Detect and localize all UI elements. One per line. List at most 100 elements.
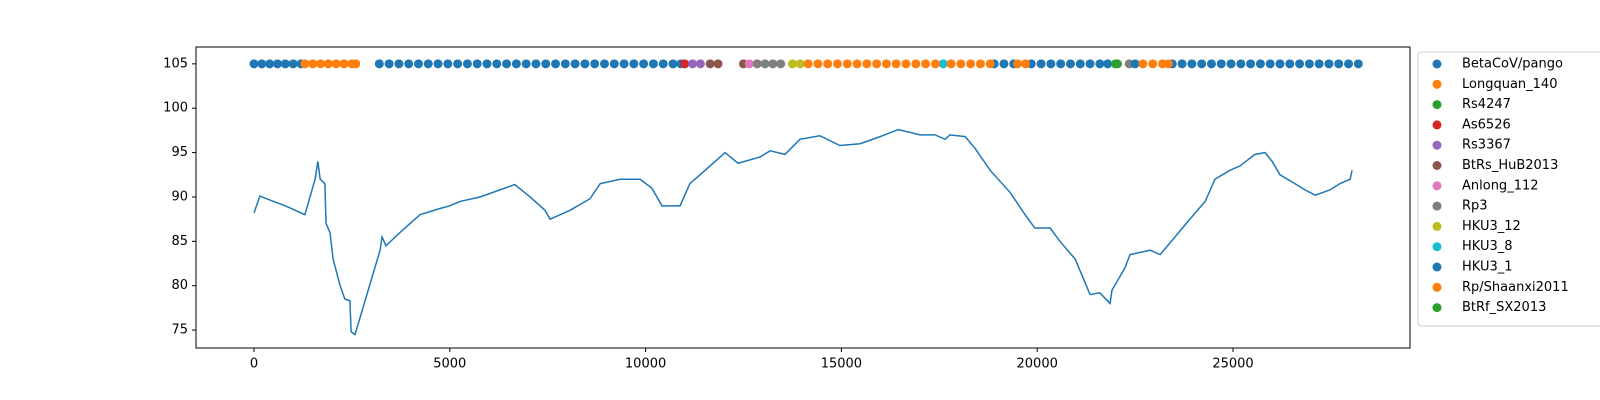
- strain-point: [832, 59, 842, 69]
- strain-point: [374, 59, 384, 69]
- legend-label: As6526: [1462, 117, 1511, 132]
- legend-label: BtRs_HuB2013: [1462, 158, 1558, 173]
- strain-point: [249, 59, 259, 69]
- strain-point: [795, 59, 805, 69]
- strain-point: [1314, 59, 1324, 69]
- strain-point: [803, 59, 813, 69]
- similarity-line: [253, 128, 1353, 336]
- strain-point: [443, 59, 453, 69]
- strain-point: [985, 59, 995, 69]
- legend-marker: [1432, 100, 1442, 110]
- strain-point: [323, 59, 333, 69]
- strain-point: [1138, 59, 1148, 69]
- strain-point: [1295, 59, 1305, 69]
- strain-point: [384, 59, 394, 69]
- strain-point: [1255, 59, 1265, 69]
- strain-point: [288, 59, 298, 69]
- legend-label: Longquan_140: [1462, 77, 1557, 92]
- strain-point: [541, 59, 551, 69]
- strain-point: [609, 59, 619, 69]
- x-tick-label: 10000: [625, 357, 666, 372]
- legend-marker: [1432, 221, 1442, 231]
- strain-point: [280, 59, 290, 69]
- x-tick-label: 15000: [821, 357, 862, 372]
- legend-marker: [1432, 79, 1442, 89]
- strain-point: [453, 59, 463, 69]
- axes: 0 5000 10000 15000 20000 25000 75 80 85 90 95 100 10…: [163, 56, 1254, 371]
- strain-point: [482, 59, 492, 69]
- strain-point: [272, 59, 282, 69]
- legend: BetaCoV/pango Longquan_140 Rs4247 As6526 Rs3…: [1432, 57, 1569, 315]
- legend-marker: [1432, 181, 1442, 191]
- y-tick-label: 80: [171, 278, 188, 293]
- strain-point: [999, 59, 1009, 69]
- strain-point: [776, 59, 786, 69]
- legend-label: Rp/Shaanxi2011: [1462, 280, 1569, 295]
- strain-point: [462, 59, 472, 69]
- strain-point: [648, 59, 658, 69]
- y-tick-label: 105: [163, 56, 188, 71]
- strain-point: [1065, 59, 1075, 69]
- strain-point: [590, 59, 600, 69]
- strain-point: [930, 59, 940, 69]
- strain-point: [938, 59, 948, 69]
- legend-marker: [1432, 120, 1442, 130]
- strain-point: [1130, 59, 1140, 69]
- legend-marker: [1432, 242, 1442, 252]
- strain-point: [1177, 59, 1187, 69]
- x-tick-label: 20000: [1017, 357, 1058, 372]
- strain-point: [531, 59, 541, 69]
- strain-point: [1265, 59, 1275, 69]
- strain-point: [1085, 59, 1095, 69]
- legend-label: HKU3_12: [1462, 219, 1521, 234]
- strain-point: [502, 59, 512, 69]
- strain-point: [1226, 59, 1236, 69]
- strain-point: [331, 59, 341, 69]
- strain-point: [1197, 59, 1207, 69]
- x-tick-label: 0: [250, 357, 258, 372]
- strain-point: [521, 59, 531, 69]
- strain-point: [433, 59, 443, 69]
- strain-point: [1324, 59, 1334, 69]
- strain-point: [680, 59, 690, 69]
- strain-point: [1216, 59, 1226, 69]
- strain-point: [413, 59, 423, 69]
- strain-point: [257, 59, 267, 69]
- y-tick-label: 75: [171, 323, 188, 338]
- y-tick-label: 100: [163, 101, 188, 116]
- strain-point: [580, 59, 590, 69]
- strain-point: [1046, 59, 1056, 69]
- strain-point: [511, 59, 521, 69]
- y-tick-label: 85: [171, 234, 188, 249]
- strain-point: [316, 59, 326, 69]
- strain-point: [891, 59, 901, 69]
- strain-point: [1103, 59, 1113, 69]
- strain-point: [695, 59, 705, 69]
- strain-point: [1056, 59, 1066, 69]
- legend-label: Rp3: [1462, 199, 1488, 214]
- strain-point: [852, 59, 862, 69]
- strain-point: [921, 59, 931, 69]
- strain-point: [394, 59, 404, 69]
- legend-label: Rs3367: [1462, 138, 1511, 153]
- legend-label: Rs4247: [1462, 97, 1511, 112]
- strain-point: [599, 59, 609, 69]
- y-tick-label: 95: [171, 145, 188, 160]
- strain-point: [823, 59, 833, 69]
- strain-point: [1163, 59, 1173, 69]
- strain-point: [1334, 59, 1344, 69]
- strain-point: [404, 59, 414, 69]
- strain-point: [1075, 59, 1085, 69]
- legend-marker: [1432, 303, 1442, 313]
- strain-point: [619, 59, 629, 69]
- strain-point: [472, 59, 482, 69]
- strain-point: [560, 59, 570, 69]
- strain-point: [639, 59, 649, 69]
- strain-point: [265, 59, 275, 69]
- plot-frame: [195, 46, 1411, 349]
- x-tick-label: 25000: [1212, 357, 1253, 372]
- strain-point: [423, 59, 433, 69]
- y-tick-label: 90: [171, 189, 188, 204]
- strain-point: [551, 59, 561, 69]
